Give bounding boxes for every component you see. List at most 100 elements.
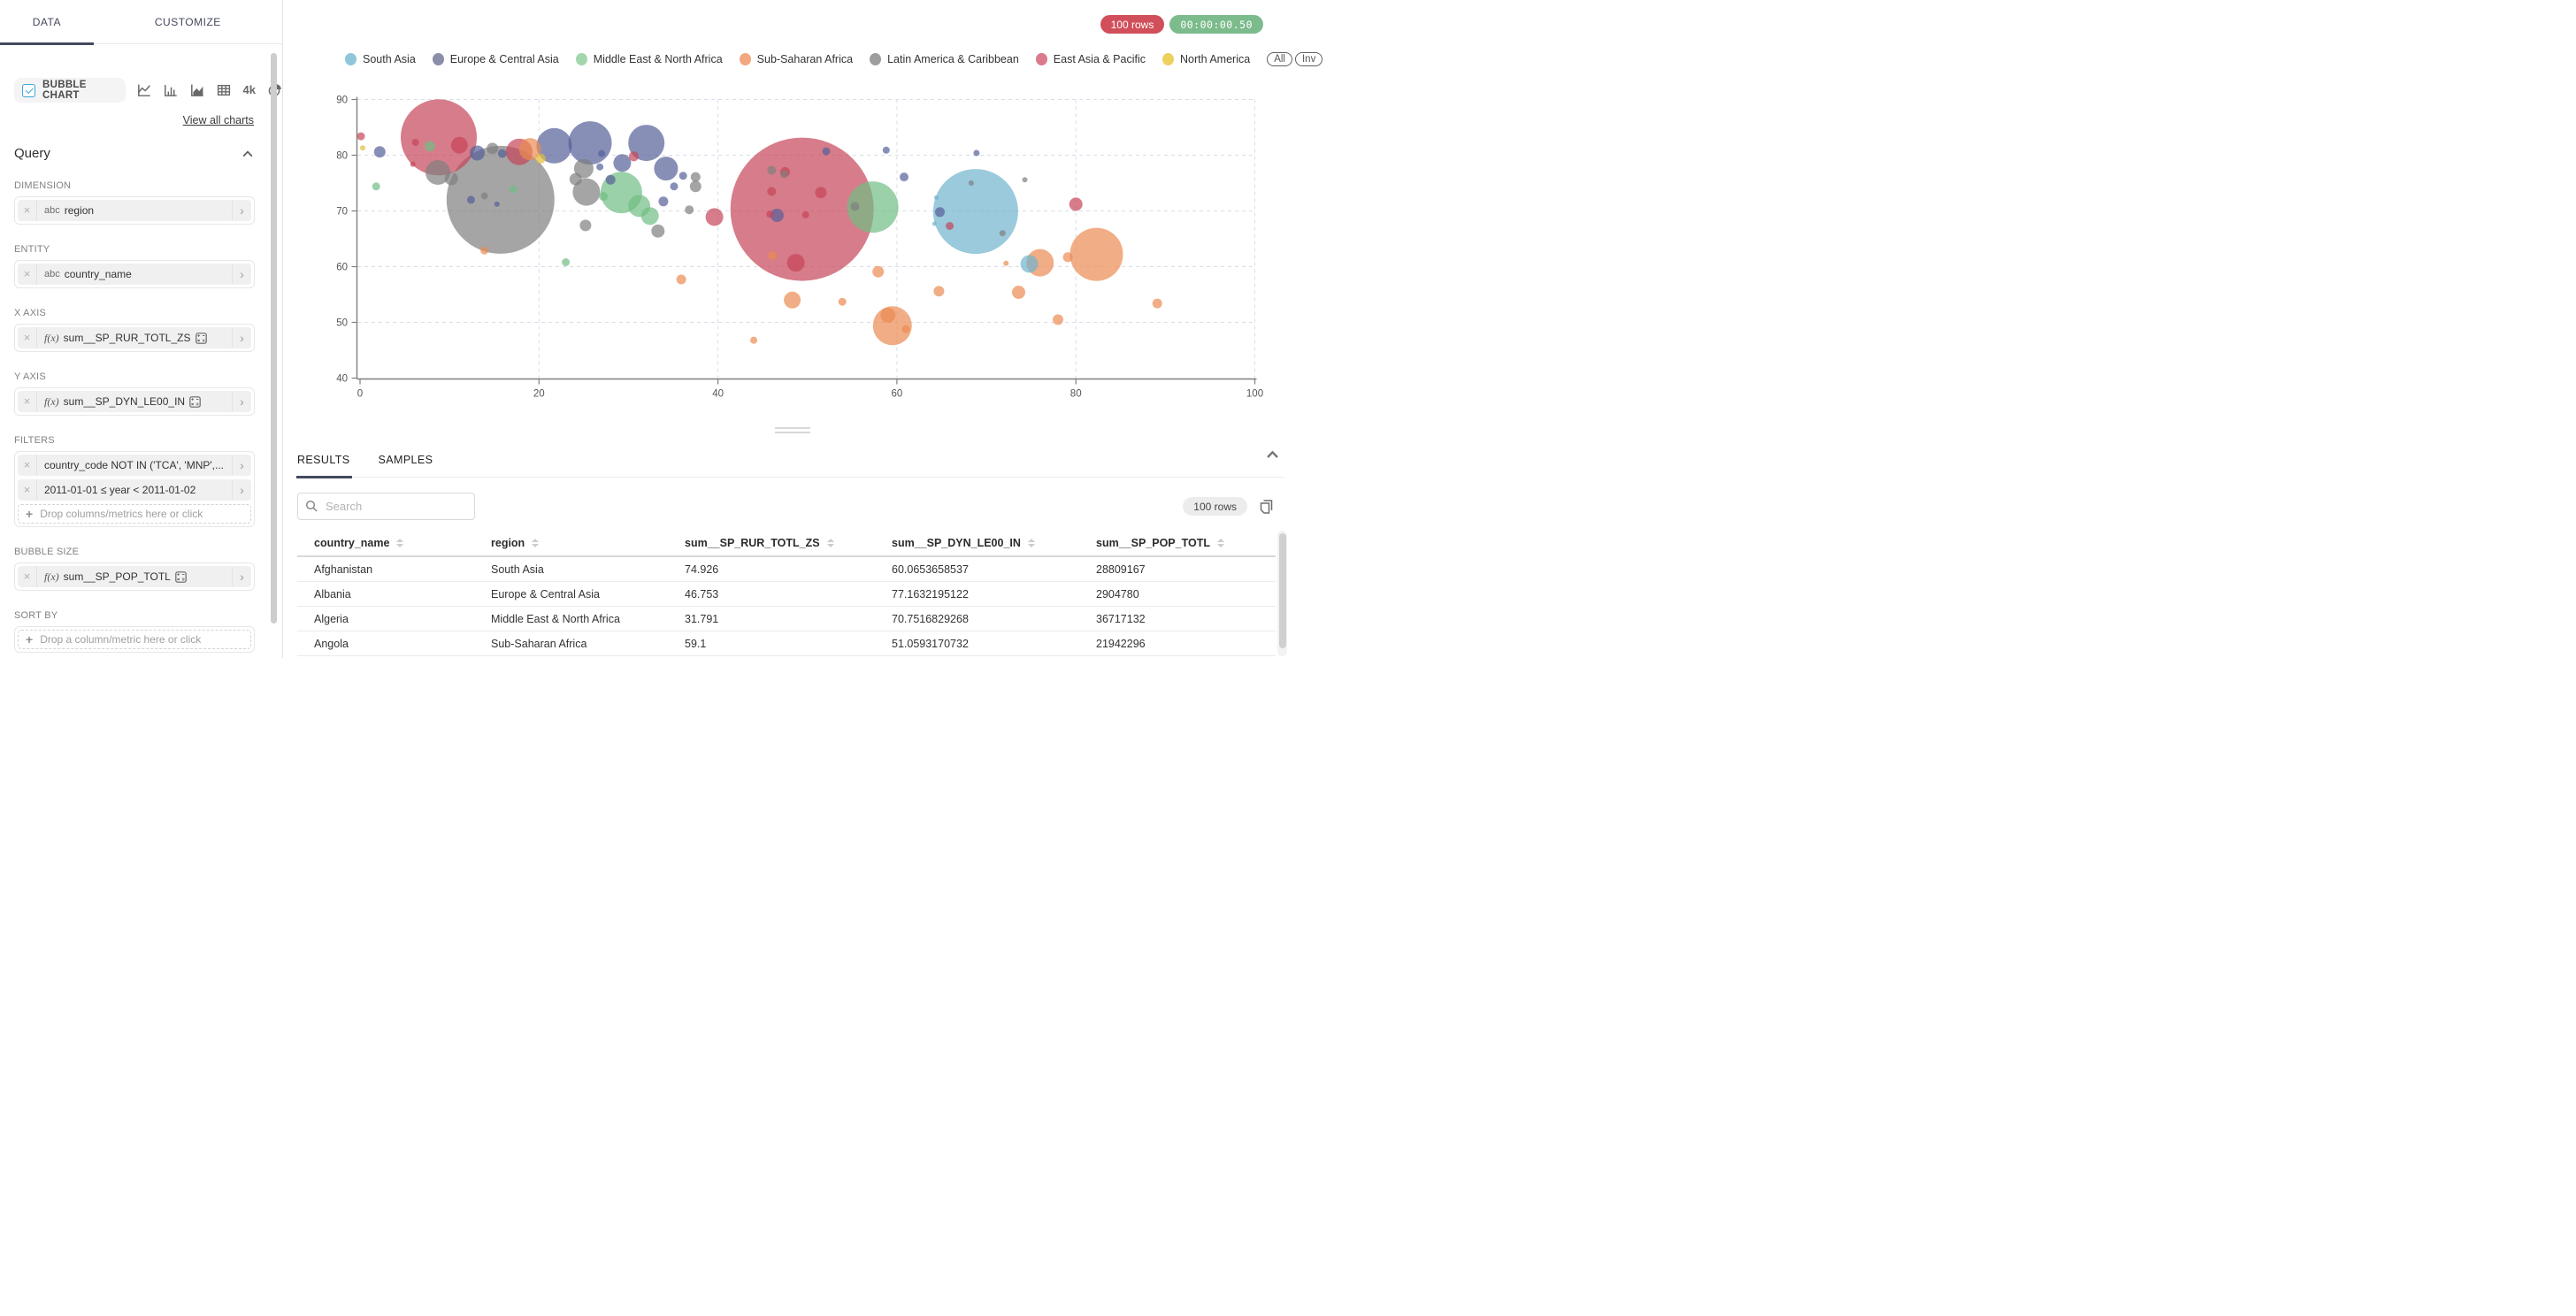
tab-customize[interactable]: CUSTOMIZE	[94, 0, 282, 43]
bubble-east-asia-pacific[interactable]	[730, 137, 874, 281]
tab-results[interactable]: RESULTS	[296, 442, 352, 478]
chip-country-name[interactable]: × abc country_name ›	[18, 264, 251, 285]
bubble-south-asia[interactable]	[1020, 255, 1039, 273]
bubble-europe-central-asia[interactable]	[598, 149, 606, 157]
bubble-east-asia-pacific[interactable]	[801, 210, 809, 218]
copy-data-icon[interactable]	[1259, 499, 1274, 515]
bubble-sub-saharan-africa[interactable]	[1003, 260, 1009, 266]
big-number-icon[interactable]: 4k	[242, 83, 256, 96]
remove-chip-icon[interactable]: ×	[18, 566, 37, 587]
chip-expand-icon[interactable]: ›	[232, 264, 251, 284]
bubble-latin-america-caribbean[interactable]	[685, 205, 694, 215]
bubble-sub-saharan-africa[interactable]	[676, 274, 686, 285]
remove-chip-icon[interactable]: ×	[18, 264, 37, 285]
sort-icon[interactable]	[396, 538, 404, 547]
bubble-europe-central-asia[interactable]	[822, 147, 831, 156]
bubble-south-asia[interactable]	[932, 221, 937, 226]
bubble-latin-america-caribbean[interactable]	[1022, 177, 1028, 183]
chip-region[interactable]: × abc region ›	[18, 200, 251, 221]
bubble-latin-america-caribbean[interactable]	[444, 172, 458, 186]
bubble-east-asia-pacific[interactable]	[450, 136, 468, 154]
bubble-latin-america-caribbean[interactable]	[850, 202, 860, 211]
bubble-europe-central-asia[interactable]	[670, 182, 678, 191]
bubble-latin-america-caribbean[interactable]	[480, 192, 488, 200]
table-row[interactable]: Algeria Middle East & North Africa 31.791 7…	[297, 607, 1276, 631]
remove-chip-icon[interactable]: ×	[18, 200, 37, 221]
bubble-east-asia-pacific[interactable]	[786, 254, 805, 272]
remove-chip-icon[interactable]: ×	[18, 327, 37, 348]
bubble-europe-central-asia[interactable]	[628, 125, 665, 162]
bubble-europe-central-asia[interactable]	[770, 209, 784, 222]
bubble-south-asia[interactable]	[933, 195, 939, 200]
remove-chip-icon[interactable]: ×	[18, 391, 37, 412]
bubble-middle-east-north-africa[interactable]	[599, 192, 609, 202]
dropzone-filters[interactable]: + Drop columns/metrics here or click	[18, 504, 251, 524]
bubble-sub-saharan-africa[interactable]	[1053, 314, 1063, 325]
table-scrollbar[interactable]	[1277, 531, 1287, 656]
bubble-middle-east-north-africa[interactable]	[562, 258, 571, 266]
chip-sum-sp-pop-totl[interactable]: × f(x) sum__SP_POP_TOTL ›	[18, 566, 251, 587]
bubble-north-america[interactable]	[535, 153, 546, 164]
bubble-latin-america-caribbean[interactable]	[968, 180, 974, 186]
bubble-latin-america-caribbean[interactable]	[689, 180, 702, 193]
table-scrollbar-thumb[interactable]	[1278, 533, 1286, 648]
bubble-sub-saharan-africa[interactable]	[784, 291, 801, 309]
bubble-latin-america-caribbean[interactable]	[579, 219, 592, 232]
chip-expand-icon[interactable]: ›	[232, 328, 251, 348]
bubble-latin-america-caribbean[interactable]	[569, 172, 582, 186]
bubble-europe-central-asia[interactable]	[494, 201, 500, 207]
bubble-europe-central-asia[interactable]	[466, 195, 475, 204]
bubble-north-america[interactable]	[360, 145, 365, 151]
bubble-europe-central-asia[interactable]	[900, 172, 908, 182]
bubble-east-asia-pacific[interactable]	[401, 99, 477, 176]
view-all-charts-link[interactable]: View all charts	[182, 114, 254, 126]
sidebar-scrollbar[interactable]	[271, 53, 277, 624]
column-header-sum-sp-dyn-le00-in[interactable]: sum__SP_DYN_LE00_IN	[892, 537, 1096, 549]
bubble-east-asia-pacific[interactable]	[1069, 197, 1083, 211]
bubble-latin-america-caribbean[interactable]	[767, 165, 777, 175]
table-row[interactable]: Albania Europe & Central Asia 46.753 77.163…	[297, 582, 1276, 607]
bubble-east-asia-pacific[interactable]	[410, 161, 416, 167]
tab-data[interactable]: DATA	[0, 0, 94, 43]
bubble-sub-saharan-africa[interactable]	[880, 307, 896, 323]
bubble-europe-central-asia[interactable]	[497, 149, 507, 158]
bubble-sub-saharan-africa[interactable]	[933, 286, 945, 297]
bubble-latin-america-caribbean[interactable]	[573, 158, 594, 179]
bubble-sub-saharan-africa[interactable]	[1062, 252, 1073, 263]
bubble-latin-america-caribbean[interactable]	[999, 230, 1006, 237]
legend-select-all-button[interactable]: All	[1267, 52, 1292, 66]
bubble-east-asia-pacific[interactable]	[767, 187, 777, 196]
legend-item-europe-central-asia[interactable]: Europe & Central Asia	[432, 53, 559, 65]
dropzone-sort-by[interactable]: + Drop a column/metric here or click	[18, 630, 251, 649]
bubble-europe-central-asia[interactable]	[470, 145, 485, 161]
tab-samples[interactable]: SAMPLES	[378, 454, 433, 466]
chip-expand-icon[interactable]: ›	[232, 201, 251, 220]
bubble-latin-america-caribbean[interactable]	[780, 170, 788, 179]
bubble-east-asia-pacific[interactable]	[705, 208, 724, 226]
legend-invert-button[interactable]: Inv	[1294, 52, 1323, 66]
table-row[interactable]: Angola Sub-Saharan Africa 59.1 51.059317073…	[297, 631, 1276, 656]
sort-icon[interactable]	[826, 538, 834, 547]
bubble-europe-central-asia[interactable]	[935, 207, 945, 218]
chip-expand-icon[interactable]: ›	[232, 392, 251, 411]
bubble-east-asia-pacific[interactable]	[356, 132, 365, 141]
chip-country-code-not-in-tca-mnp[interactable]: × country_code NOT IN ('TCA', 'MNP',... ›	[18, 455, 251, 476]
selected-chart-chip[interactable]: BUBBLE CHART	[14, 78, 126, 103]
bar-chart-icon[interactable]	[164, 83, 178, 97]
remove-chip-icon[interactable]: ×	[18, 455, 37, 476]
collapse-results-icon[interactable]	[1266, 450, 1279, 459]
sort-icon[interactable]	[532, 538, 540, 547]
search-input[interactable]	[297, 493, 475, 520]
bubble-east-asia-pacific[interactable]	[946, 222, 954, 230]
bubble-latin-america-caribbean[interactable]	[487, 142, 499, 155]
table-row[interactable]: Afghanistan South Asia 74.926 60.0653658537…	[297, 557, 1276, 582]
bubble-east-asia-pacific[interactable]	[766, 210, 774, 218]
bubble-middle-east-north-africa[interactable]	[640, 207, 659, 226]
bubble-sub-saharan-africa[interactable]	[901, 325, 910, 333]
panel-resize-handle[interactable]	[775, 427, 810, 436]
bubble-south-asia[interactable]	[932, 169, 1018, 255]
column-header-region[interactable]: region	[491, 537, 685, 549]
bubble-east-asia-pacific[interactable]	[629, 151, 639, 162]
bubble-sub-saharan-africa[interactable]	[1012, 286, 1025, 299]
column-header-country-name[interactable]: country_name	[314, 537, 491, 549]
